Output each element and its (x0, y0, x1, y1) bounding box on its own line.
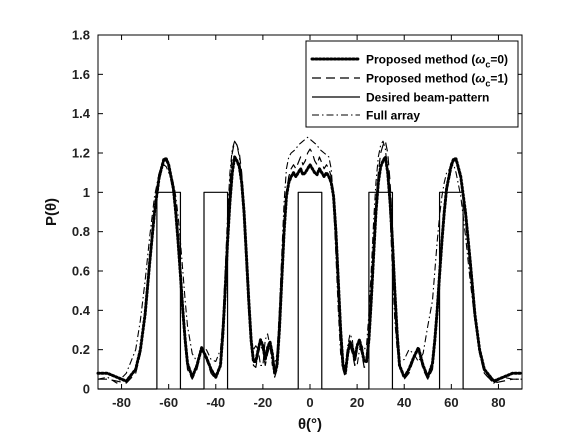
x-tick-label: 40 (397, 395, 411, 410)
legend-label-2: Proposed method (ωc=1) (366, 72, 508, 89)
y-tick-label: 0.4 (72, 303, 91, 318)
y-tick-label: 1.8 (72, 28, 90, 43)
y-tick-label: 0.6 (72, 264, 90, 279)
x-tick-label: -20 (253, 395, 272, 410)
legend-label-1: Proposed method (ωc=0) (366, 53, 508, 70)
ticks-layer: -80 -60 -40 -20 0 20 40 60 80 0 0.2 0.4 0.6 0.8 1 1.2 1.… (72, 28, 522, 410)
series-line-4 (97, 136, 522, 384)
series-line-3 (98, 191, 522, 390)
x-tick-label: 80 (491, 395, 505, 410)
x-tick-label: 0 (306, 395, 313, 410)
series-layer (96, 136, 524, 390)
y-axis-label: P(θ) (43, 198, 60, 226)
legend-label-3: Desired beam-pattern (366, 91, 489, 105)
x-tick-label: -60 (159, 395, 178, 410)
y-tick-label: 0 (83, 382, 90, 397)
y-tick-label: 1.2 (72, 146, 90, 161)
legend-box (305, 40, 519, 128)
y-tick-label: 0.2 (72, 342, 90, 357)
legend-label-4: Full array (366, 109, 420, 123)
series-line-2 (98, 140, 522, 384)
x-tick-label: -80 (112, 395, 131, 410)
x-tick-label: 60 (444, 395, 458, 410)
x-tick-label: 20 (350, 395, 364, 410)
x-tick-label: -40 (206, 395, 225, 410)
y-tick-label: 1.6 (72, 67, 90, 82)
y-tick-label: 0.8 (72, 224, 90, 239)
y-tick-label: 1.4 (72, 106, 91, 121)
legend: Proposed method (ωc=0) Proposed method (ω… (305, 40, 519, 128)
y-tick-label: 1 (83, 185, 90, 200)
x-axis-label: θ(°) (298, 416, 322, 433)
